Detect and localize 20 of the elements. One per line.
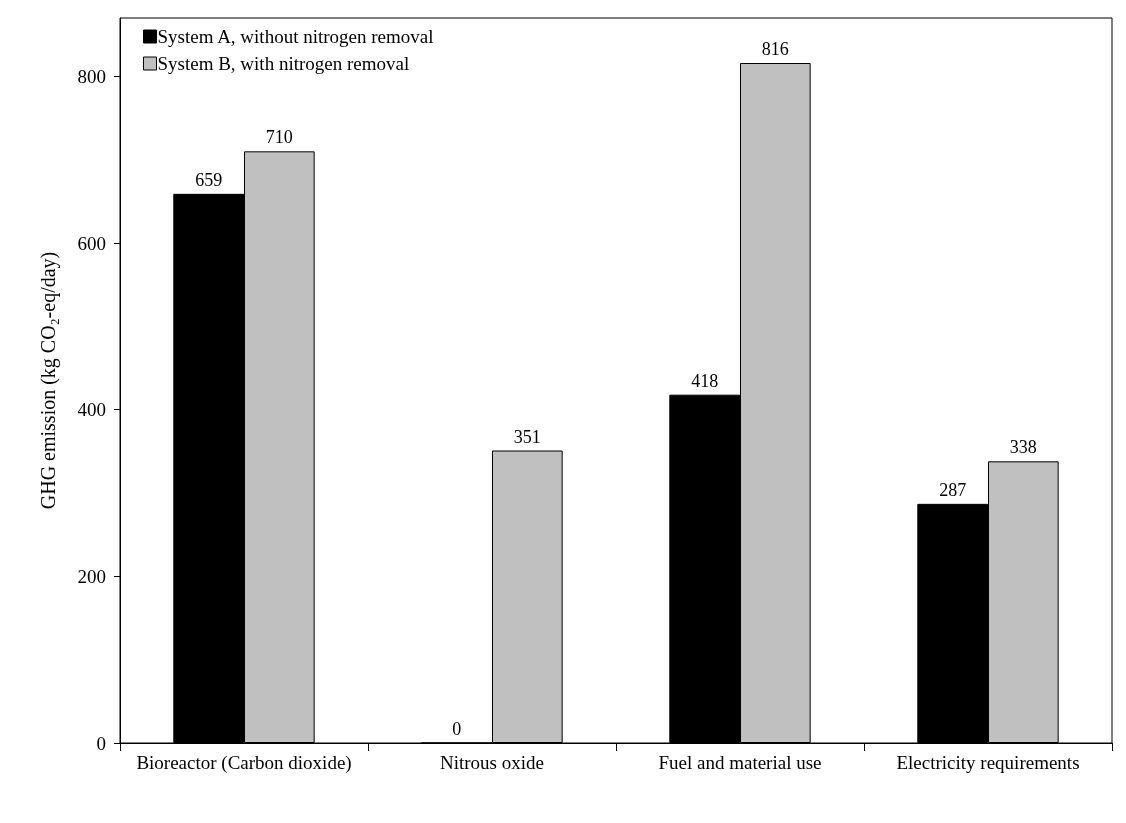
y-tick-label: 400 xyxy=(77,399,106,421)
data-label: 351 xyxy=(513,426,541,447)
y-axis-title: GHG emission (kg CO₂-eq/day) xyxy=(37,251,60,510)
data-label: 710 xyxy=(265,127,293,148)
x-tick-label: Nitrous oxide xyxy=(440,751,544,773)
y-tick-label: 0 xyxy=(96,732,106,754)
legend-label: System A, without nitrogen removal xyxy=(157,26,434,47)
data-label: 338 xyxy=(1009,437,1037,458)
x-tick-label: Bioreactor (Carbon dioxide) xyxy=(136,751,352,774)
x-tick-label: Electricity requirements xyxy=(896,751,1080,773)
y-tick-label: 800 xyxy=(77,65,106,87)
data-label: 0 xyxy=(452,718,462,739)
data-label: 418 xyxy=(691,370,719,391)
x-tick-label: Fuel and material use xyxy=(658,751,822,773)
y-tick-label: 600 xyxy=(77,232,106,254)
data-label: 287 xyxy=(939,479,967,500)
data-label: 659 xyxy=(195,169,223,190)
y-tick-label: 200 xyxy=(77,565,106,587)
legend-label: System B, with nitrogen removal xyxy=(157,53,410,74)
data-label: 816 xyxy=(761,39,789,59)
